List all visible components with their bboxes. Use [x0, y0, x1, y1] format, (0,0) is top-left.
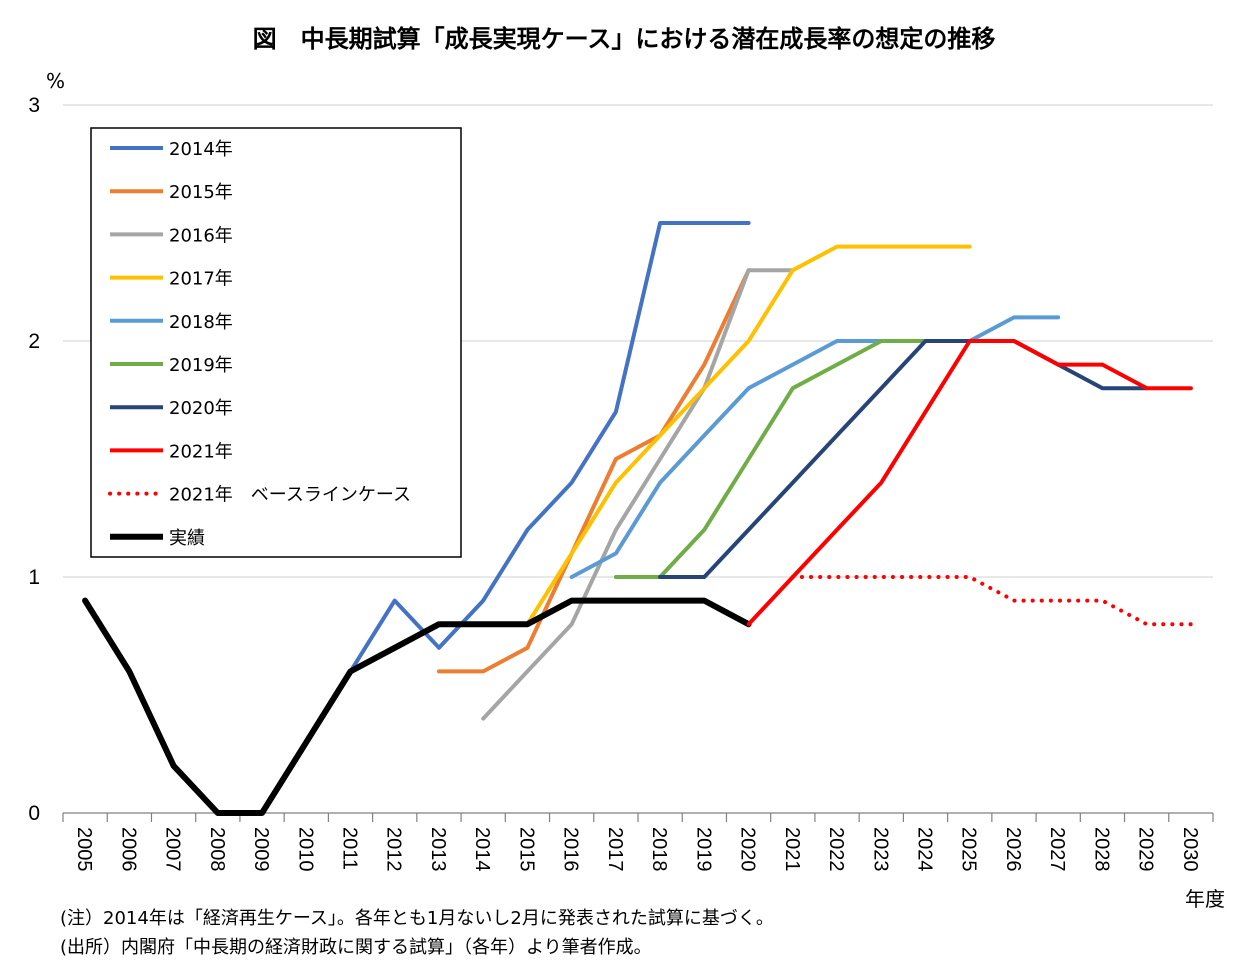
x-tick-label: 2009: [250, 827, 272, 872]
x-tick-label: 2014: [471, 827, 493, 872]
legend-label: 2021年: [169, 441, 233, 462]
series-line: [746, 339, 1193, 627]
x-tick-label: 2028: [1090, 827, 1112, 872]
x-tick-label: 2024: [914, 827, 936, 872]
x-tick-label: 2006: [117, 827, 139, 872]
legend-label: 2016年: [169, 225, 233, 246]
legend: 2014年 2015年 2016年 2017年 2018年 2019年 2020年 2021年…: [90, 127, 462, 558]
x-tick-label: 2022: [825, 827, 847, 872]
series-line: [82, 597, 752, 816]
y-tick-labels: 0 1 2 3: [28, 94, 40, 825]
series-line: [481, 268, 795, 721]
legend-box: [90, 127, 462, 558]
series-line: [569, 315, 1061, 579]
x-tick-label: 2020: [737, 827, 759, 872]
x-tick-label: 2012: [383, 827, 405, 872]
x-tick-label: 2016: [560, 827, 582, 872]
legend-label: 2019年: [169, 355, 233, 376]
series-line: [790, 575, 1193, 627]
series-line: [525, 244, 972, 627]
legend-label: 2020年: [169, 398, 233, 419]
x-tick-label: 2005: [73, 827, 95, 872]
x-tick-label: 2011: [339, 827, 361, 870]
x-tick-label: 2017: [604, 827, 626, 872]
legend-label: 2018年: [169, 312, 233, 333]
x-tick-labels: 2005 2006 2007 2008 2009 2010 2011 2012 2013 2014…: [73, 827, 1201, 872]
y-tick-label: 0: [28, 802, 40, 825]
series-line: [348, 221, 751, 674]
x-tick-label: 2008: [206, 827, 228, 872]
x-axis-label: 年度: [1185, 887, 1225, 911]
series-line: [437, 268, 751, 674]
y-tick-label: 3: [28, 94, 40, 117]
x-tick-label: 2021: [781, 827, 803, 872]
y-tick-label: 2: [28, 330, 40, 353]
x-tick-label: 2025: [958, 827, 980, 872]
chart-title: 図 中長期試算「成長実現ケース」における潜在成長率の想定の推移: [253, 25, 996, 53]
legend-label: 実績: [169, 528, 205, 549]
legend-label: 2021年 ベースラインケース: [169, 485, 411, 506]
legend-label: 2017年: [169, 269, 233, 290]
legend-label: 2015年: [169, 182, 233, 203]
legend-label: 2014年: [169, 139, 233, 160]
note-text: (注）2014年は「経済再生ケース」。各年とも1月ないし2月に発表された試算に基…: [60, 908, 774, 929]
x-tick-label: 2030: [1179, 827, 1201, 872]
x-tick-label: 2007: [162, 827, 184, 872]
y-axis-unit: %: [46, 69, 65, 93]
x-tick-label: 2023: [869, 827, 891, 872]
x-tick-label: 2018: [648, 827, 670, 872]
series-line: [658, 339, 1149, 579]
x-tick-label: 2026: [1002, 827, 1024, 872]
x-tick-label: 2027: [1046, 827, 1068, 872]
series-lines: [82, 221, 1193, 816]
x-tick-label: 2019: [692, 827, 714, 872]
y-tick-label: 1: [28, 566, 40, 589]
x-tick-label: 2029: [1135, 827, 1157, 872]
series-line: [613, 339, 928, 579]
x-tick-label: 2010: [294, 827, 316, 872]
x-tick-label: 2013: [427, 827, 449, 872]
x-tick-label: 2015: [515, 827, 537, 872]
source-text: (出所）内閣府「中長期の経済財政に関する試算」（各年）より筆者作成。: [60, 937, 652, 958]
